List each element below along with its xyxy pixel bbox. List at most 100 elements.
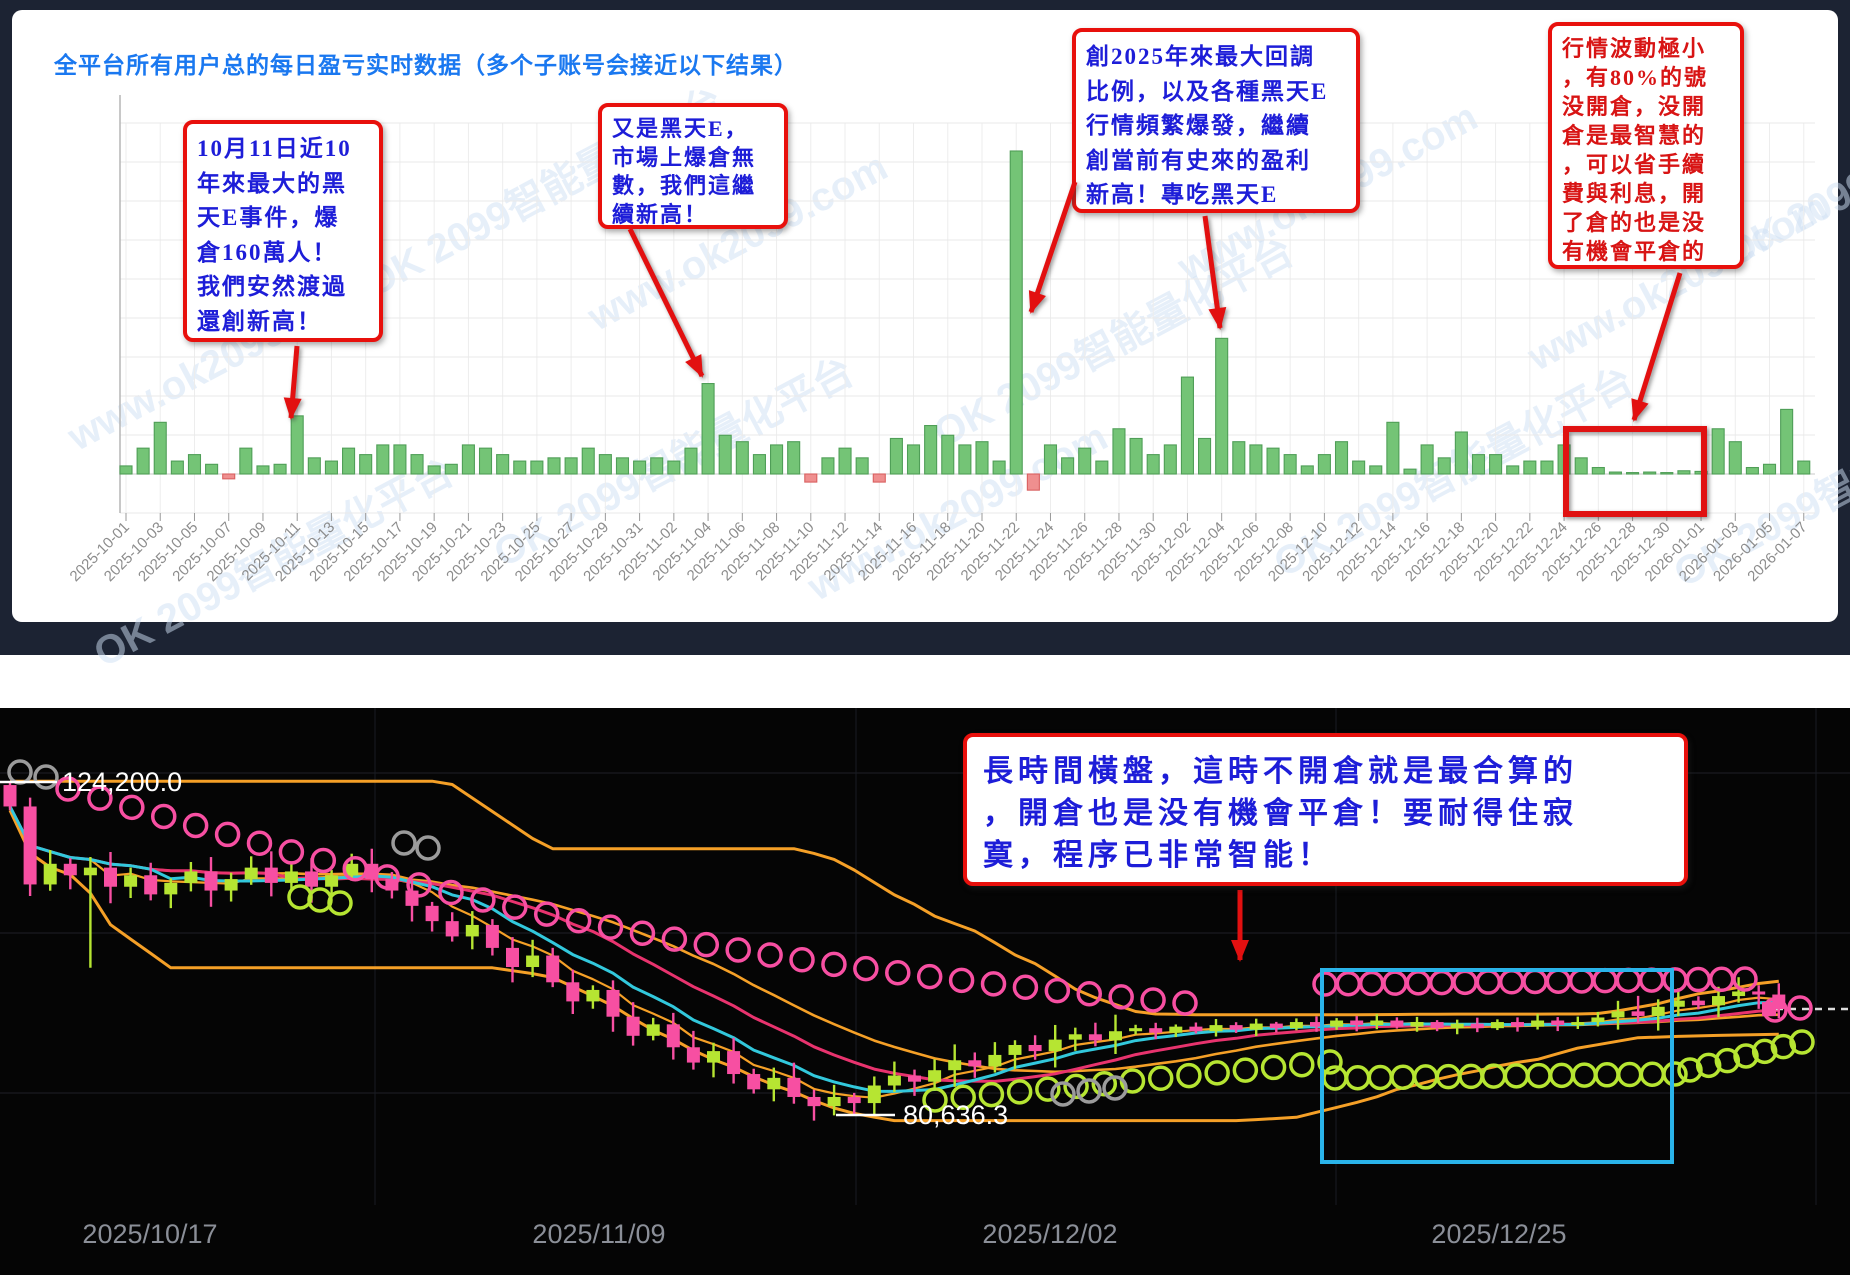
- candle-down: [1752, 991, 1766, 995]
- candle-up: [1370, 1020, 1384, 1026]
- watermark-text: OK 2099智能量化平台: [1266, 359, 1641, 586]
- sar-circle-pink: [1428, 969, 1455, 996]
- sar-circle-pink: [725, 937, 751, 963]
- sar-circle-pink: [182, 812, 209, 839]
- candle-down: [385, 879, 399, 891]
- candle-up: [164, 882, 178, 895]
- candle-down: [1269, 1023, 1283, 1029]
- sar-circle-pink: [246, 830, 273, 856]
- candle-down: [1511, 1022, 1524, 1027]
- price-mark-label: 124,200.0: [62, 767, 182, 797]
- candle-up: [1611, 1011, 1625, 1018]
- watermark-text: OK 2099智能量化平台: [86, 449, 461, 676]
- sar-circle-green: [327, 890, 353, 916]
- sar-circle-pink: [597, 914, 624, 940]
- sar-circle-green: [1289, 1051, 1315, 1078]
- candle-up: [1531, 1020, 1545, 1027]
- candle-up: [827, 1096, 841, 1107]
- candle-down: [727, 1051, 741, 1075]
- candle-up: [124, 875, 138, 887]
- sar-circle-pink: [661, 926, 688, 952]
- candlestick-panel: 124,200.0 80,636.3 2025/10/17 2025/11/09 202…: [0, 708, 1850, 1275]
- sar-circle-pink: [1787, 995, 1813, 1021]
- sar-circle-pink: [885, 959, 911, 986]
- candle-up: [867, 1085, 881, 1104]
- candle-down: [1088, 1034, 1102, 1041]
- candle-down: [23, 806, 37, 885]
- sar-circle-pink: [438, 879, 464, 906]
- candle-down: [787, 1077, 801, 1097]
- sar-circle-gray: [33, 764, 59, 790]
- sideways-highlight-rect: [1320, 968, 1674, 1164]
- candle-down: [968, 1060, 982, 1067]
- sar-circle-pink: [980, 971, 1007, 997]
- sar-circle-pink: [374, 864, 400, 890]
- sar-circle-green: [1390, 1064, 1416, 1090]
- candle-down: [1691, 1000, 1705, 1006]
- sar-circle-green: [950, 1084, 976, 1111]
- sar-circles-group: [7, 759, 1815, 1113]
- sar-circle-pink: [948, 967, 975, 994]
- sar-circle-green: [1789, 1029, 1815, 1055]
- candle-down: [445, 921, 459, 937]
- sar-circle-pink: [533, 901, 560, 927]
- sar-circle-pink: [1615, 967, 1642, 994]
- sar-circle-gray: [391, 830, 417, 856]
- sar-circle-pink: [1076, 981, 1103, 1007]
- sar-circle-pink: [1662, 967, 1688, 993]
- candle-down: [807, 1096, 821, 1107]
- sar-circle-green: [1204, 1060, 1230, 1086]
- candle-down: [104, 867, 117, 887]
- sar-circle-pink: [1382, 970, 1408, 996]
- annotation-box-max-drawdown-2025: 創2025年來最大回調 比例，以及各種黑天E 行情頻繁爆發，繼續 創當前有史來的…: [1072, 28, 1360, 213]
- candle-down: [847, 1096, 861, 1104]
- candle-up: [988, 1054, 1002, 1067]
- candle-down: [63, 863, 77, 876]
- candle-down: [566, 982, 580, 1002]
- sar-circle-pink: [87, 785, 113, 811]
- sar-circle-green: [1770, 1033, 1797, 1060]
- sar-circle-pink: [821, 951, 847, 978]
- sar-circle-green: [1006, 1079, 1033, 1105]
- sar-circle-green: [1367, 1064, 1394, 1091]
- sar-circle-pink: [1545, 968, 1572, 994]
- sar-circle-green: [978, 1081, 1005, 1108]
- annotation-box-low-volatility-no-open: 行情波動極小 ，有80%的號 没開倉，没開 倉是最智慧的 ，可以省手續 費與利息…: [1548, 22, 1744, 269]
- candle-down: [506, 947, 519, 968]
- sar-circle-gray: [1050, 1081, 1076, 1107]
- sar-circle-green: [1594, 1062, 1620, 1088]
- candle-down: [546, 955, 560, 983]
- candle-up: [948, 1060, 962, 1071]
- candles-group: [3, 781, 1786, 1121]
- annotation-box-black-swan-again: 又是黑天E， 市場上爆倉無 數，我們這繼 續新高！: [598, 103, 788, 229]
- sar-circle-pink: [789, 947, 815, 973]
- sar-circle-pink: [1762, 997, 1788, 1023]
- candle-up: [1712, 996, 1725, 1006]
- candle-up: [244, 867, 258, 880]
- sar-circle-pink: [342, 856, 368, 882]
- candle-up: [1330, 1020, 1344, 1027]
- candle-down: [1149, 1028, 1163, 1033]
- candle-up: [646, 1024, 660, 1036]
- sar-circle-green: [1503, 1063, 1530, 1089]
- sar-circle-pink: [1172, 990, 1198, 1016]
- annotation-box-black-swan-oct11: 10月11日近10 年來最大的黑 天E事件，爆 倉160萬人！ 我們安然渡過 還…: [183, 120, 383, 342]
- candle-up: [707, 1051, 720, 1063]
- candle-up: [526, 955, 540, 968]
- candle-down: [1551, 1020, 1565, 1026]
- sar-circle-green: [1147, 1065, 1174, 1092]
- candle-down: [485, 924, 499, 948]
- sar-circle-green: [1317, 1049, 1343, 1075]
- sar-circle-pink: [502, 894, 528, 920]
- candle-up: [1249, 1023, 1263, 1030]
- candle-down: [1390, 1020, 1404, 1027]
- x-axis-date-label: 2025/12/25: [1431, 1219, 1566, 1249]
- candle-down: [144, 875, 158, 895]
- sar-circle-green: [1412, 1064, 1439, 1090]
- sar-circle-green: [1733, 1043, 1759, 1069]
- sar-circle-pink: [55, 776, 81, 802]
- sar-circle-pink: [1335, 970, 1362, 997]
- sar-circle-pink: [693, 931, 720, 958]
- sar-circle-green: [1526, 1062, 1552, 1089]
